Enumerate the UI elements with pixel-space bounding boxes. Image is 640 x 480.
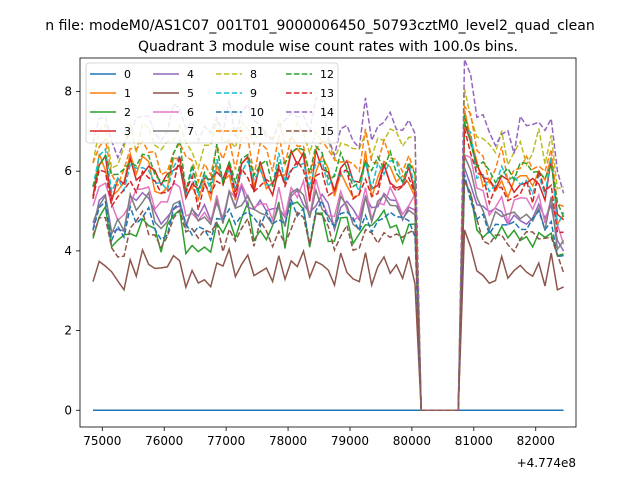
- x-tick-label: 82000: [517, 434, 555, 448]
- legend-label-5: 5: [187, 87, 194, 100]
- series-line-15: [92, 179, 565, 412]
- legend-box: [85, 62, 339, 144]
- legend-label-3: 3: [124, 125, 131, 138]
- figure-suptitle: n file: modeM0/AS1C07_001T01_9000006450_…: [45, 18, 594, 34]
- series-line-2: [92, 179, 564, 412]
- x-offset-label: +4.774e8: [517, 456, 576, 470]
- series-line-9: [92, 126, 565, 412]
- legend-label-10: 10: [250, 106, 264, 119]
- series-line-11: [92, 104, 564, 412]
- series-line-1: [92, 109, 565, 412]
- series-line-13: [92, 128, 564, 412]
- legend-label-14: 14: [320, 106, 334, 119]
- legend-label-7: 7: [187, 125, 194, 138]
- legend-label-11: 11: [250, 125, 264, 138]
- x-tick-label: 80000: [393, 434, 431, 448]
- y-tick-label: 6: [64, 164, 72, 178]
- legend-label-8: 8: [250, 68, 257, 81]
- plot-frame: [79, 57, 577, 428]
- chart-title: Quadrant 3 module wise count rates with …: [138, 39, 518, 55]
- x-tick-label: 76000: [145, 434, 183, 448]
- legend-label-0: 0: [124, 68, 131, 81]
- y-tick-label: 8: [64, 84, 72, 98]
- y-axis: 0 2 4 6 8: [64, 84, 80, 417]
- x-tick-label: 81000: [455, 434, 493, 448]
- y-tick-label: 4: [64, 244, 72, 258]
- y-tick-label: 0: [64, 403, 72, 417]
- plot-lines: [92, 59, 565, 412]
- legend-label-2: 2: [124, 106, 131, 119]
- x-axis: 75000 76000 77000 78000 79000 80000 81000 82000: [83, 427, 555, 448]
- legend-label-13: 13: [320, 87, 334, 100]
- series-line-12: [92, 114, 565, 412]
- series-line-8: [92, 88, 564, 412]
- series-line-3: [92, 122, 565, 412]
- x-tick-label: 75000: [83, 434, 121, 448]
- x-tick-label: 78000: [269, 434, 307, 448]
- legend-label-15: 15: [320, 125, 334, 138]
- series-line-5: [92, 229, 564, 412]
- series-line-7: [92, 155, 565, 412]
- legend-label-1: 1: [124, 87, 131, 100]
- legend-label-6: 6: [187, 106, 194, 119]
- legend-label-12: 12: [320, 68, 334, 81]
- legend-label-9: 9: [250, 87, 257, 100]
- y-tick-label: 2: [64, 324, 72, 338]
- legend-label-4: 4: [187, 68, 194, 81]
- x-tick-label: 79000: [331, 434, 369, 448]
- series-line-10: [92, 174, 564, 412]
- x-tick-label: 77000: [207, 434, 245, 448]
